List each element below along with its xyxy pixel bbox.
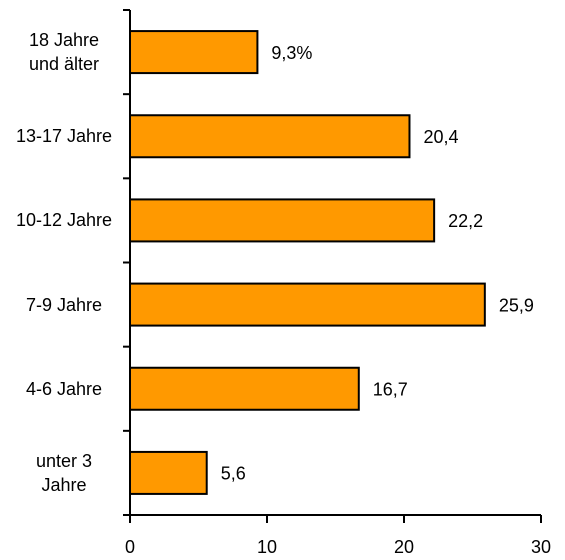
category-label: 4-6 Jahre <box>25 378 103 399</box>
x-tick-label: 0 <box>125 537 135 557</box>
bar <box>129 282 486 327</box>
bar <box>129 450 208 495</box>
value-label: 25,9 <box>499 295 534 315</box>
bar <box>129 198 436 243</box>
x-tick-label: 30 <box>531 537 551 557</box>
x-tick-label: 10 <box>257 537 277 557</box>
value-label: 22,2 <box>448 211 483 231</box>
value-label: 9,3% <box>271 43 312 63</box>
value-label: 5,6 <box>221 464 246 484</box>
category-label: 7-9 Jahre <box>25 294 103 315</box>
bar <box>129 30 259 75</box>
bar <box>129 114 411 159</box>
value-label: 16,7 <box>373 380 408 400</box>
category-label: 13-17 Jahre <box>15 126 113 147</box>
category-label: 18 Jahre und älter <box>28 30 100 75</box>
value-label: 20,4 <box>423 127 458 147</box>
x-tick-label: 20 <box>394 537 414 557</box>
category-label: 10-12 Jahre <box>15 210 113 231</box>
bar <box>129 366 360 411</box>
category-label: unter 3 Jahre <box>35 450 93 495</box>
